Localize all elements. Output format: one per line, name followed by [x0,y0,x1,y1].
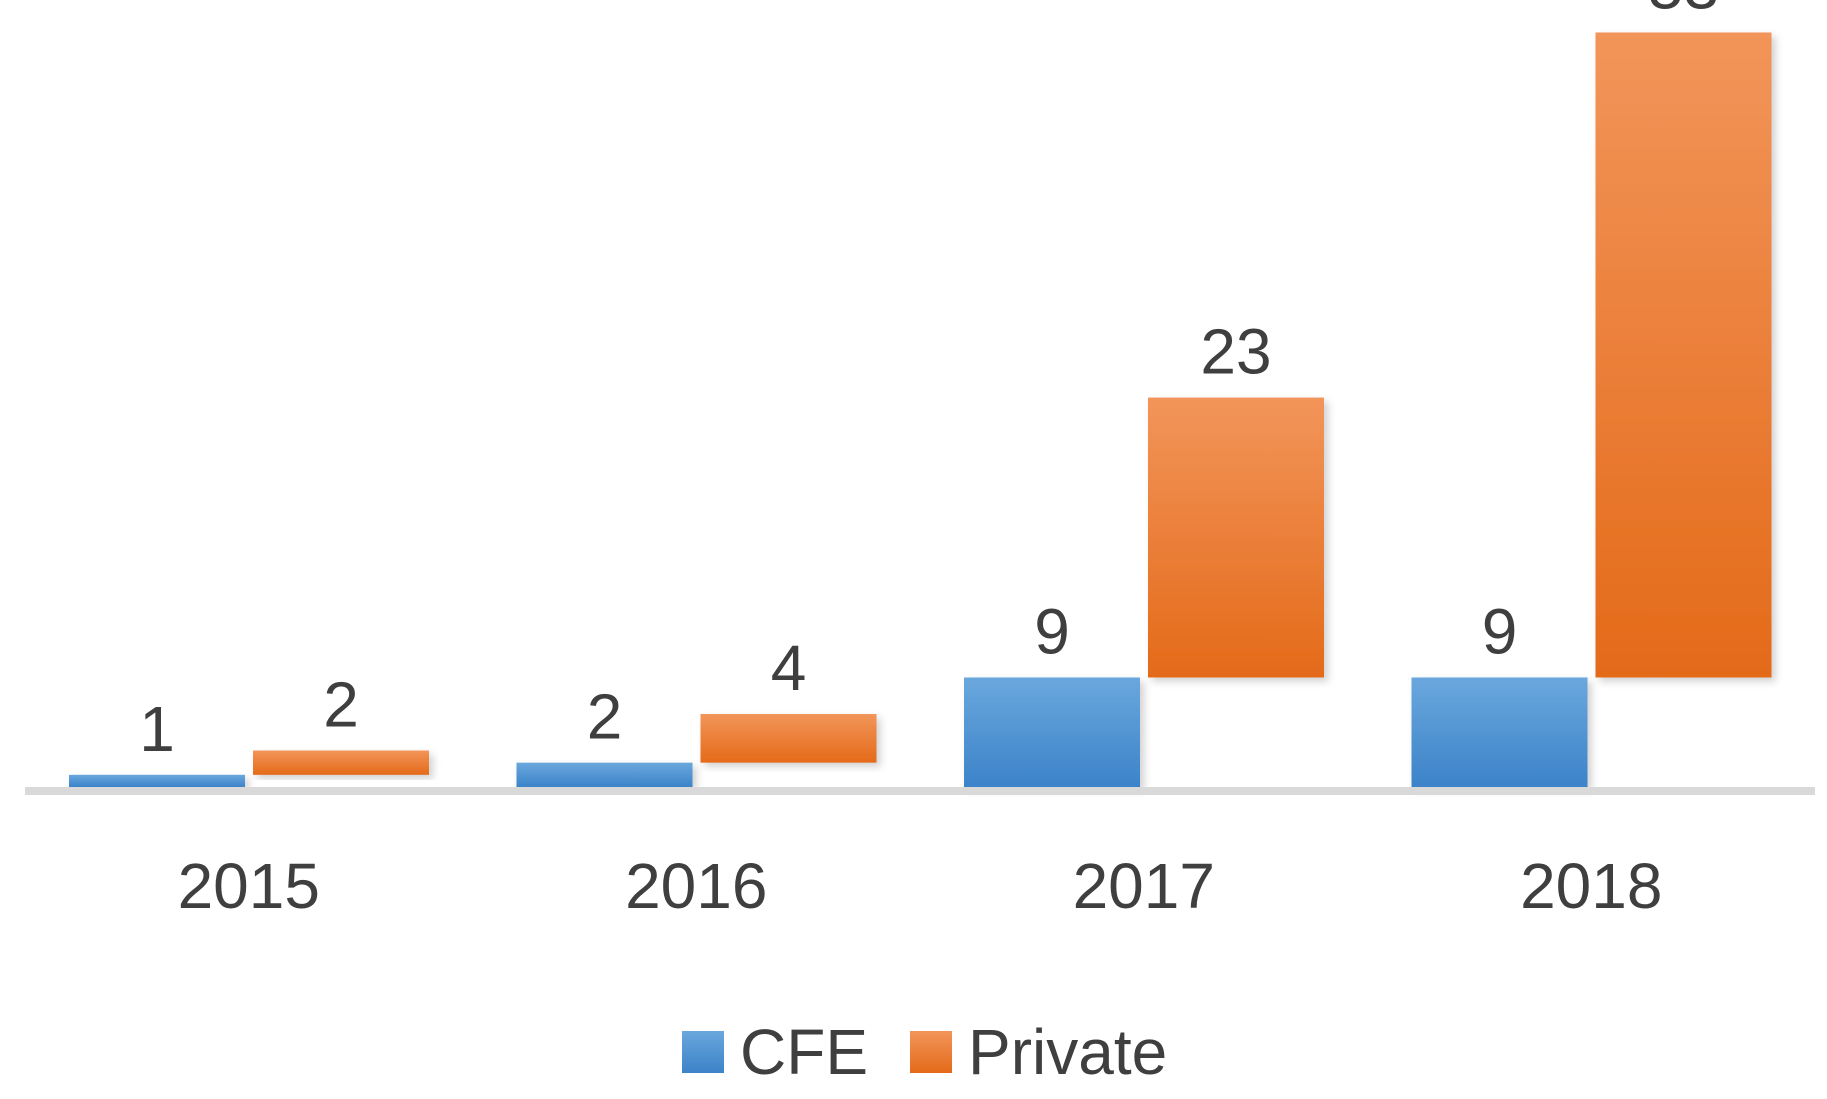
legend-label-cfe: CFE [740,1016,868,1088]
x-tick-labels: 2015 2016 2017 2018 [178,850,1663,922]
data-label-cfe-2018: 9 [1482,595,1518,667]
data-label-cfe-2016: 2 [587,681,623,753]
bar-private-2016 [700,713,877,763]
bar-private-2018 [1595,32,1772,678]
data-label-private-2017: 23 [1200,316,1271,388]
bar-cfe-2016 [516,762,693,787]
data-label-cfe-2015: 1 [139,693,175,765]
bars-layer [69,32,1772,787]
bar-private-2017 [1148,397,1324,678]
legend-label-private: Private [968,1016,1167,1088]
bar-cfe-2018 [1411,677,1588,787]
data-label-private-2016: 4 [771,632,807,704]
x-tick-label-2017: 2017 [1073,850,1215,922]
x-tick-label-2018: 2018 [1520,850,1662,922]
data-label-cfe-2017: 9 [1034,595,1070,667]
bar-private-2015 [253,750,429,775]
x-tick-label-2016: 2016 [625,850,767,922]
data-label-private-2015: 2 [323,668,359,740]
bar-cfe-2017 [964,677,1140,787]
value-labels-layer: 1 2 2 4 9 23 9 53 [139,0,1719,765]
legend-swatch-cfe [682,1031,724,1073]
bar-cfe-2015 [69,774,245,787]
legend: CFE Private [682,1016,1167,1088]
x-tick-label-2015: 2015 [178,850,320,922]
data-label-private-2018: 53 [1648,0,1719,22]
legend-swatch-private [910,1031,952,1073]
